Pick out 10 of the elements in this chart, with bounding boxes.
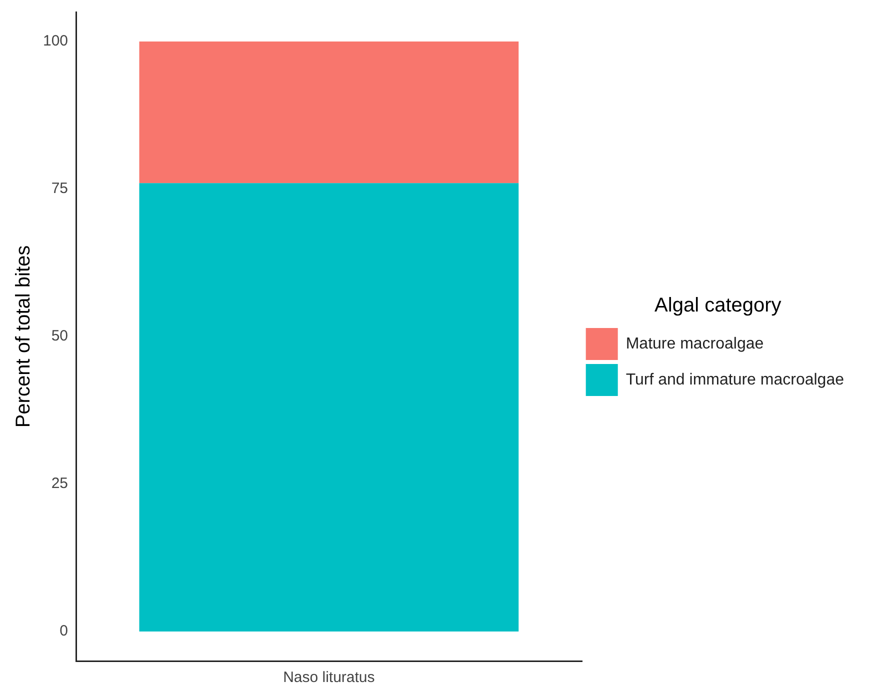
y-tick-label: 50: [51, 328, 68, 345]
y-axis-title: Percent of total bites: [12, 245, 35, 428]
x-tick-label: Naso lituratus: [283, 669, 375, 686]
y-tick-label: 0: [60, 622, 68, 640]
legend-label: Mature macroalgae: [626, 335, 764, 352]
legend-title: Algal category: [654, 294, 782, 317]
legend-label: Turf and immature macroalgae: [626, 371, 844, 388]
y-tick-label: 25: [51, 475, 68, 492]
y-tick-label: 100: [42, 32, 68, 50]
y-tick-label: 75: [51, 180, 68, 198]
